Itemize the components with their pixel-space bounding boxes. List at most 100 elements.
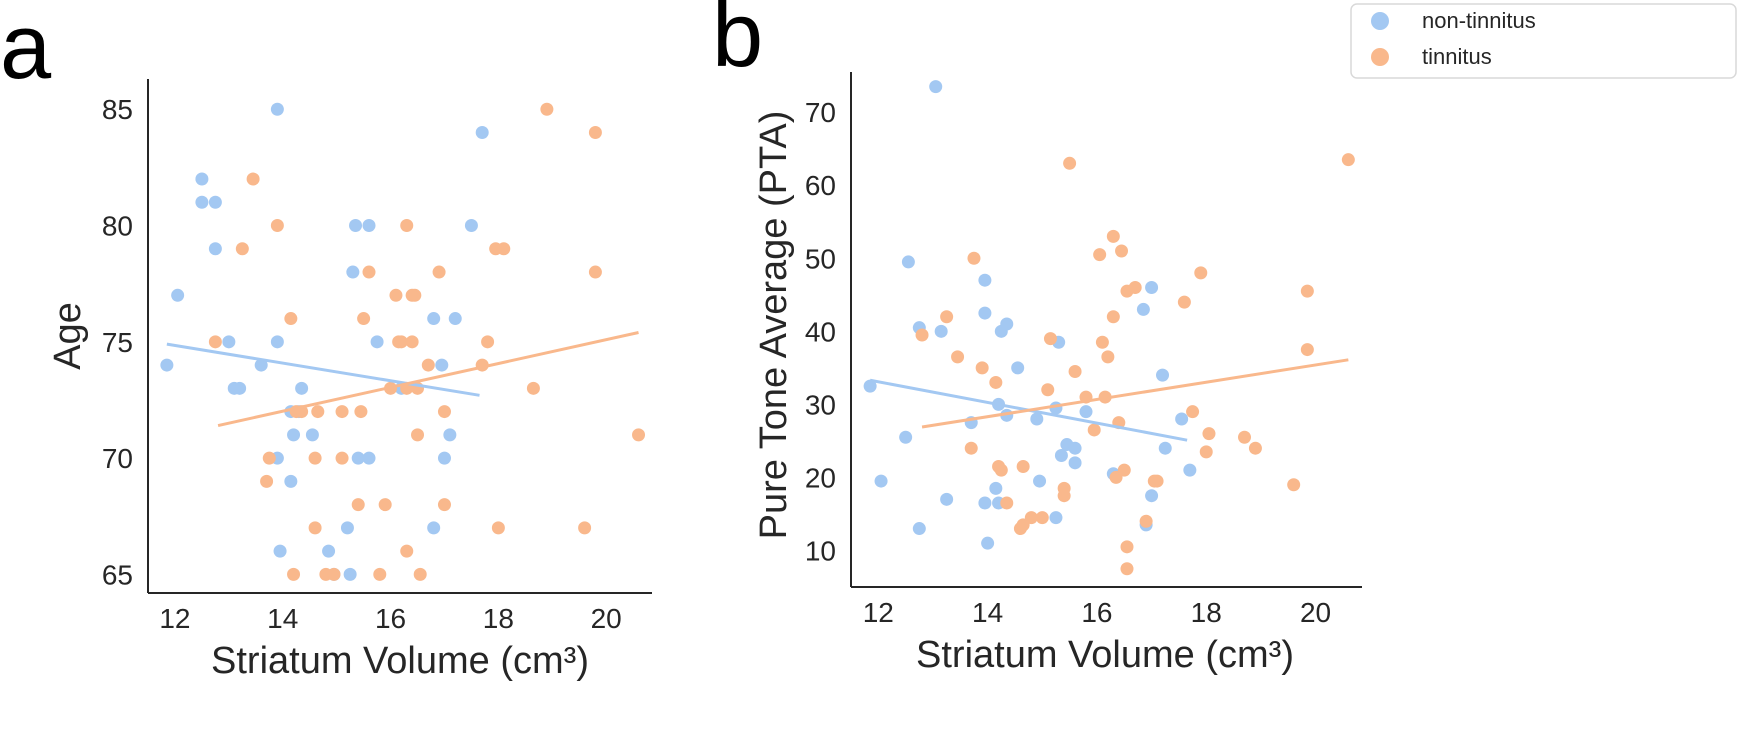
data-point-tinnitus bbox=[1117, 463, 1131, 477]
legend-marker-non-tinnitus bbox=[1371, 12, 1389, 30]
data-point-tinnitus bbox=[1150, 474, 1164, 488]
data-point-tinnitus bbox=[357, 312, 371, 326]
data-point-tinnitus bbox=[327, 567, 341, 581]
panel-a-x-axis-title: Striatum Volume (cm³) bbox=[211, 640, 589, 682]
data-point-tinnitus bbox=[994, 463, 1008, 477]
y-tick-label: 20 bbox=[805, 462, 836, 493]
trend-line-tinnitus bbox=[921, 358, 1349, 429]
x-tick-label: 18 bbox=[483, 603, 514, 634]
data-point-tinnitus bbox=[1300, 343, 1314, 357]
data-point-tinnitus bbox=[1128, 280, 1142, 294]
y-tick-label: 85 bbox=[102, 94, 133, 125]
panel-a-chart: a 12 14 16 18 20 65 70 75 80 85 Striatum Volume … bbox=[0, 0, 652, 682]
data-point-tinnitus bbox=[432, 265, 446, 279]
data-point-tinnitus bbox=[335, 451, 349, 465]
data-point-tinnitus bbox=[1341, 153, 1355, 167]
data-point-non-tinnitus bbox=[305, 428, 319, 442]
x-tick-label: 16 bbox=[1081, 597, 1112, 628]
data-point-tinnitus bbox=[308, 521, 322, 535]
data-point-tinnitus bbox=[989, 375, 1003, 389]
data-point-non-tinnitus bbox=[287, 428, 301, 442]
data-point-non-tinnitus bbox=[464, 219, 478, 233]
panel-a-x-ticks: 12 14 16 18 20 bbox=[159, 603, 621, 634]
data-point-non-tinnitus bbox=[901, 255, 915, 269]
data-point-tinnitus bbox=[1287, 478, 1301, 492]
data-point-tinnitus bbox=[354, 405, 368, 419]
data-point-tinnitus bbox=[413, 567, 427, 581]
data-point-non-tinnitus bbox=[427, 312, 441, 326]
data-point-non-tinnitus bbox=[340, 521, 354, 535]
data-point-tinnitus bbox=[1237, 430, 1251, 444]
y-tick-label: 65 bbox=[102, 559, 133, 590]
data-point-non-tinnitus bbox=[989, 481, 1003, 495]
data-point-non-tinnitus bbox=[273, 544, 287, 558]
legend-marker-tinnitus bbox=[1371, 48, 1389, 66]
data-point-non-tinnitus bbox=[1175, 412, 1189, 426]
data-point-tinnitus bbox=[1035, 511, 1049, 525]
y-tick-label: 70 bbox=[102, 443, 133, 474]
data-point-non-tinnitus bbox=[863, 379, 877, 393]
data-point-non-tinnitus bbox=[912, 522, 926, 536]
data-point-tinnitus bbox=[491, 521, 505, 535]
data-point-non-tinnitus bbox=[1158, 441, 1172, 455]
panel-b-x-axis-title: Striatum Volume (cm³) bbox=[916, 634, 1294, 676]
data-point-tinnitus bbox=[378, 498, 392, 512]
data-point-non-tinnitus bbox=[1183, 463, 1197, 477]
data-point-tinnitus bbox=[284, 312, 298, 326]
data-point-non-tinnitus bbox=[1030, 412, 1044, 426]
y-tick-label: 80 bbox=[102, 211, 133, 242]
data-point-tinnitus bbox=[1095, 335, 1109, 349]
panel-b-x-ticks: 12 14 16 18 20 bbox=[863, 597, 1331, 628]
data-point-non-tinnitus bbox=[1054, 449, 1068, 463]
data-point-non-tinnitus bbox=[254, 358, 268, 372]
panel-b-marks bbox=[863, 80, 1355, 576]
panel-a-letter: a bbox=[0, 0, 52, 98]
data-point-non-tinnitus bbox=[270, 102, 284, 116]
data-point-tinnitus bbox=[262, 451, 276, 465]
data-point-non-tinnitus bbox=[899, 430, 913, 444]
data-point-non-tinnitus bbox=[295, 381, 309, 395]
trend-line-non-tinnitus bbox=[166, 342, 480, 397]
data-point-non-tinnitus bbox=[934, 324, 948, 338]
legend: non-tinnitus tinnitus bbox=[1350, 3, 1737, 79]
data-point-non-tinnitus bbox=[1000, 317, 1014, 331]
data-point-non-tinnitus bbox=[978, 273, 992, 287]
x-tick-label: 18 bbox=[1191, 597, 1222, 628]
data-point-tinnitus bbox=[1024, 511, 1038, 525]
data-point-non-tinnitus bbox=[435, 358, 449, 372]
x-tick-label: 14 bbox=[972, 597, 1003, 628]
data-point-tinnitus bbox=[235, 242, 249, 256]
data-point-tinnitus bbox=[1063, 156, 1077, 170]
data-point-non-tinnitus bbox=[978, 496, 992, 510]
data-point-non-tinnitus bbox=[1011, 361, 1025, 375]
data-point-tinnitus bbox=[1120, 540, 1134, 554]
data-point-non-tinnitus bbox=[270, 335, 284, 349]
data-point-tinnitus bbox=[1000, 496, 1014, 510]
data-point-tinnitus bbox=[915, 328, 929, 342]
data-point-tinnitus bbox=[260, 474, 274, 488]
data-point-tinnitus bbox=[967, 251, 981, 265]
data-point-non-tinnitus bbox=[233, 381, 247, 395]
data-point-tinnitus bbox=[1115, 244, 1129, 258]
data-point-tinnitus bbox=[287, 567, 301, 581]
data-point-tinnitus bbox=[411, 428, 425, 442]
data-point-non-tinnitus bbox=[1033, 474, 1047, 488]
panel-b-letter: b bbox=[712, 0, 763, 86]
data-point-tinnitus bbox=[1202, 427, 1216, 441]
data-point-tinnitus bbox=[437, 405, 451, 419]
data-point-tinnitus bbox=[408, 288, 422, 302]
data-point-non-tinnitus bbox=[1068, 441, 1082, 455]
data-point-non-tinnitus bbox=[1156, 368, 1170, 382]
data-point-tinnitus bbox=[1194, 266, 1208, 280]
data-point-tinnitus bbox=[335, 405, 349, 419]
data-point-non-tinnitus bbox=[448, 312, 462, 326]
data-point-non-tinnitus bbox=[208, 242, 222, 256]
data-point-non-tinnitus bbox=[171, 288, 185, 302]
panel-b-y-axis-title: Pure Tone Average (PTA) bbox=[753, 111, 795, 540]
data-point-tinnitus bbox=[400, 219, 414, 233]
x-tick-label: 16 bbox=[375, 603, 406, 634]
data-point-non-tinnitus bbox=[443, 428, 457, 442]
y-tick-label: 60 bbox=[805, 170, 836, 201]
data-point-non-tinnitus bbox=[1068, 456, 1082, 470]
